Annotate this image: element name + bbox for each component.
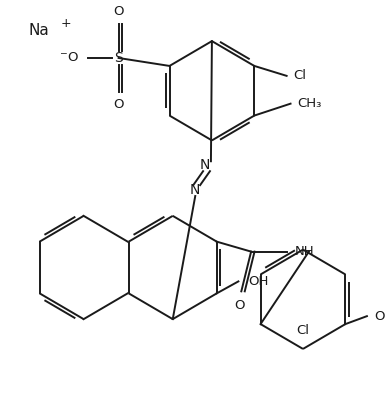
Text: CH₃: CH₃	[297, 97, 322, 110]
Text: $^{-}$O: $^{-}$O	[59, 52, 80, 65]
Text: NH: NH	[295, 245, 315, 258]
Text: Cl: Cl	[296, 324, 310, 337]
Text: N: N	[200, 158, 210, 172]
Text: +: +	[60, 17, 71, 30]
Text: S: S	[114, 51, 123, 65]
Text: OH: OH	[248, 275, 268, 288]
Text: O: O	[113, 5, 124, 18]
Text: O: O	[113, 98, 124, 111]
Text: N: N	[190, 183, 201, 197]
Text: Na: Na	[29, 23, 50, 38]
Text: Cl: Cl	[293, 69, 307, 82]
Text: O: O	[234, 299, 244, 312]
Text: O: O	[375, 310, 385, 323]
